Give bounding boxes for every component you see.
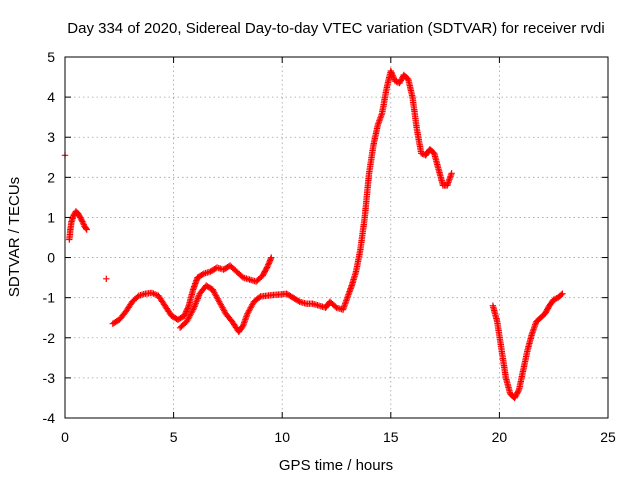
x-tick-label: 15	[383, 429, 399, 445]
data-point	[82, 225, 90, 232]
data-point	[388, 70, 396, 78]
y-tick-label: -2	[43, 330, 56, 346]
data-point	[103, 275, 110, 282]
data-point	[256, 294, 263, 301]
y-tick-label: 3	[47, 129, 55, 145]
y-tick-label: 0	[47, 250, 55, 266]
x-tick-label: 20	[492, 429, 508, 445]
data-point	[78, 216, 85, 224]
data-point	[347, 285, 354, 292]
y-tick-label: 4	[47, 89, 55, 105]
plot-frame	[64, 56, 609, 419]
data-points	[61, 67, 566, 402]
data-point	[295, 297, 302, 305]
y-axis-label: SDTVAR / TECUs	[6, 177, 23, 297]
x-tick-labels: 0 5 10 15 20 25	[61, 429, 616, 445]
x-tick-label: 0	[61, 429, 69, 445]
y-tick-labels: -4 -3 -2 -1 0 1 2 3 4 5	[43, 49, 56, 426]
data-point	[530, 326, 537, 333]
chart-title: Day 334 of 2020, Sidereal Day-to-day VTE…	[67, 20, 604, 37]
x-tick-label: 10	[274, 429, 290, 445]
grid-lines	[65, 57, 608, 418]
data-point	[558, 291, 565, 298]
data-point	[515, 388, 522, 395]
y-tick-label: 1	[47, 209, 55, 225]
x-tick-label: 5	[170, 429, 178, 445]
data-point	[559, 290, 566, 297]
x-tick-label: 25	[600, 429, 616, 445]
data-point	[550, 296, 557, 303]
data-point	[265, 261, 272, 268]
data-point	[268, 254, 275, 261]
data-point	[189, 308, 196, 315]
y-tick-label: -3	[43, 370, 56, 386]
data-point	[551, 295, 559, 303]
data-point	[183, 306, 191, 314]
data-point	[448, 170, 455, 177]
y-tick-label: -1	[43, 290, 56, 306]
y-tick-label: -4	[43, 410, 56, 426]
data-point	[199, 271, 206, 278]
y-tick-label: 2	[47, 169, 55, 185]
y-tick-label: 5	[47, 49, 55, 65]
axis-ticks	[64, 56, 609, 419]
data-point	[83, 226, 90, 233]
x-axis-label: GPS time / hours	[279, 457, 393, 474]
